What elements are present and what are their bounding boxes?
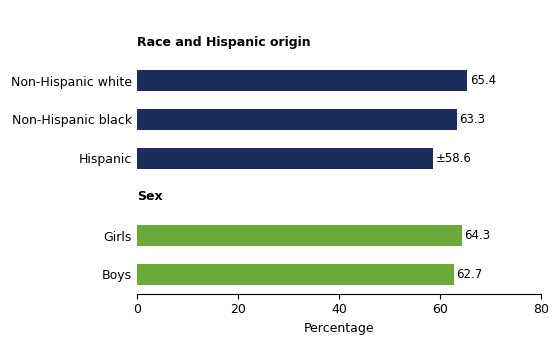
Bar xyxy=(137,70,467,91)
Bar xyxy=(137,109,456,130)
Text: 63.3: 63.3 xyxy=(459,113,485,126)
Bar xyxy=(137,225,461,246)
Text: ±58.6: ±58.6 xyxy=(435,152,472,165)
Text: Sex: Sex xyxy=(137,190,162,203)
X-axis label: Percentage: Percentage xyxy=(304,322,374,335)
Text: 64.3: 64.3 xyxy=(464,229,490,242)
Bar xyxy=(137,147,433,169)
Text: Race and Hispanic origin: Race and Hispanic origin xyxy=(137,36,311,48)
Text: 65.4: 65.4 xyxy=(470,74,496,87)
Text: 62.7: 62.7 xyxy=(456,268,482,281)
Bar xyxy=(137,264,454,285)
